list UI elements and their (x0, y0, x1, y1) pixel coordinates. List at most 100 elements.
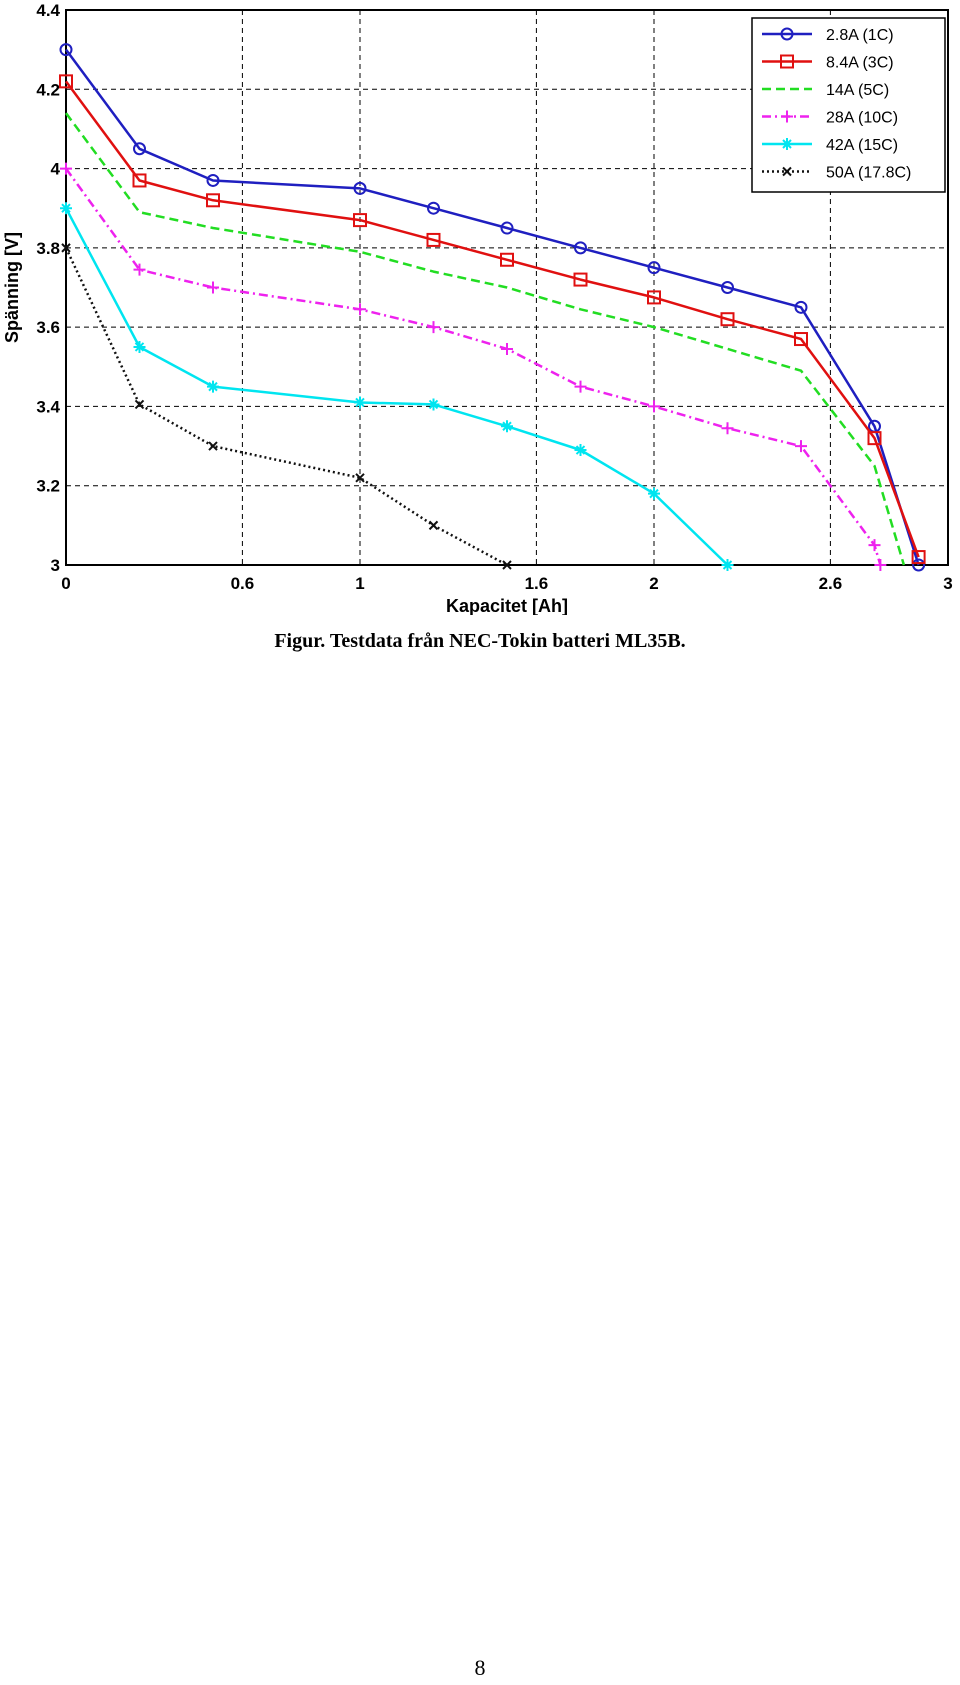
x-axis-ticks: 0 0.6 1 1.6 2 2.6 3 (61, 574, 952, 593)
data-point (795, 440, 807, 453)
data-point (427, 398, 440, 411)
data-point (794, 332, 808, 347)
figure-caption: Figur. Testdata från NEC-Tokin batteri M… (274, 630, 686, 652)
data-point (721, 281, 734, 294)
chart-grid (66, 10, 948, 565)
data-point (780, 54, 794, 69)
y-tick-label: 3.4 (36, 397, 60, 416)
series-line (64, 112, 906, 566)
legend-item: 42A (15C) (762, 137, 898, 154)
data-point (720, 312, 735, 327)
x-tick-label: 1.6 (525, 574, 549, 593)
data-point (133, 263, 146, 276)
y-axis-label: Spänning [V] (2, 232, 22, 343)
data-point (355, 473, 365, 483)
y-tick-label: 4 (51, 160, 61, 179)
x-tick-label: 2.6 (819, 574, 843, 593)
y-tick-label: 4.4 (36, 1, 60, 20)
data-point (574, 241, 587, 255)
data-point (794, 300, 808, 314)
data-point (206, 193, 220, 208)
x-tick-label: 3 (943, 574, 952, 593)
x-tick-label: 1 (355, 574, 364, 593)
data-point (780, 27, 794, 41)
data-point (648, 400, 660, 413)
data-point (208, 441, 218, 451)
data-point (782, 166, 792, 177)
legend-box (751, 17, 946, 193)
data-point (354, 396, 366, 409)
legend-label: 2.8A (1C) (826, 27, 894, 44)
series-1 (59, 43, 926, 572)
legend-item: 2.8A (1C) (762, 27, 894, 44)
legend-label: 28A (10C) (826, 110, 898, 127)
series-3 (64, 112, 906, 566)
data-point (428, 520, 439, 531)
series-line (64, 167, 882, 566)
data-point (867, 431, 882, 446)
data-point (781, 110, 793, 123)
data-point (426, 232, 441, 247)
data-point (501, 420, 513, 433)
data-point (574, 444, 587, 457)
data-point (721, 559, 734, 571)
data-point (353, 181, 367, 195)
series-group (59, 43, 926, 572)
data-point (354, 303, 366, 316)
x-tick-label: 2 (649, 574, 658, 593)
data-point (912, 558, 926, 572)
data-point (60, 162, 72, 175)
data-point (207, 380, 219, 393)
data-point (574, 380, 587, 393)
y-tick-label: 3.8 (36, 239, 60, 258)
series-5 (60, 202, 734, 571)
data-point (573, 272, 588, 287)
y-tick-label: 3.2 (36, 477, 60, 496)
series-6 (61, 243, 512, 570)
data-point (427, 201, 440, 215)
data-point (868, 539, 881, 552)
legend-label: 14A (5C) (826, 82, 889, 99)
data-point (133, 142, 146, 156)
data-point (874, 559, 887, 571)
page-number: 8 (474, 1655, 486, 1680)
y-tick-label: 4.2 (36, 80, 60, 99)
data-point (353, 213, 367, 228)
series-line (64, 48, 920, 566)
data-point (502, 560, 512, 570)
series-4 (60, 162, 887, 571)
y-axis-ticks: 3 3.2 3.4 3.6 3.8 4 4.2 4.4 (36, 1, 60, 575)
data-point (59, 74, 73, 89)
legend-label: 50A (17.8C) (826, 165, 911, 182)
data-point (59, 43, 73, 57)
data-point (133, 340, 146, 353)
data-point (648, 487, 660, 500)
data-point (134, 399, 145, 410)
data-point (501, 342, 513, 355)
x-tick-label: 0 (61, 574, 70, 593)
data-point (500, 221, 514, 235)
x-axis-label: Kapacitet [Ah] (446, 596, 568, 615)
data-point (427, 321, 440, 334)
data-point (647, 261, 661, 275)
legend-item: 14A (5C) (762, 82, 889, 99)
data-point (721, 422, 734, 435)
data-point (500, 252, 514, 267)
legend-label: 42A (15C) (826, 137, 898, 154)
legend-item: 50A (17.8C) (762, 165, 911, 182)
series-2 (59, 74, 926, 565)
data-point (207, 281, 219, 294)
x-tick-label: 0.6 (231, 574, 255, 593)
y-tick-label: 3.6 (36, 318, 60, 337)
legend: 2.8A (1C) 8.4A (3C) 14A (5C) 28A (10C) 42A (… (751, 17, 946, 193)
legend-item: 28A (10C) (762, 110, 898, 127)
data-point (206, 173, 220, 187)
discharge-chart: 0 0.6 1 1.6 2 2.6 3 3 3.2 3.4 3.6 3.8 4 4.2 4.4 2.8A … (2, 1, 953, 615)
data-point (132, 173, 147, 188)
legend-item: 8.4A (3C) (762, 54, 894, 72)
legend-label: 8.4A (3C) (826, 55, 894, 72)
y-tick-label: 3 (51, 556, 60, 575)
data-point (781, 138, 793, 150)
data-point (647, 290, 661, 305)
data-point (61, 243, 71, 253)
